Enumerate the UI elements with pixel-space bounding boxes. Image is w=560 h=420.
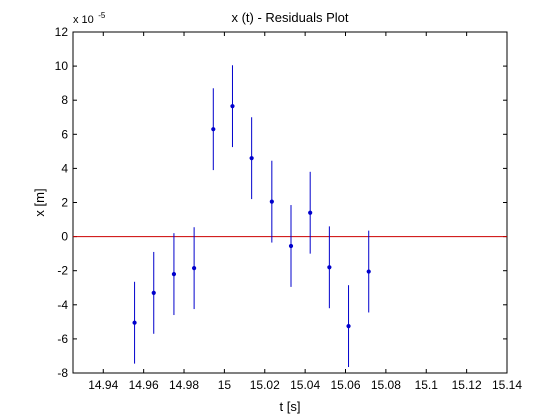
y-axis-ticks: -8 -6 -4 -2 0 2 4 6 8 10 12: [55, 25, 507, 380]
y-tick-label: -4: [57, 298, 68, 312]
x-tick-label: 14.94: [88, 378, 118, 392]
x-tick-label: 15: [218, 378, 232, 392]
chart-title: x (t) - Residuals Plot: [231, 10, 348, 25]
y-tick-label: -6: [57, 332, 68, 346]
data-point: [249, 156, 254, 161]
x-tick-label: 15.04: [290, 378, 320, 392]
plot-area-box: [72, 31, 508, 374]
x-axis-label: t [s]: [280, 399, 301, 414]
y-axis-label: x [m]: [32, 188, 47, 216]
data-point: [211, 127, 216, 132]
data-point: [269, 199, 274, 204]
x-tick-label: 15.08: [371, 378, 401, 392]
data-point: [366, 269, 371, 274]
x-tick-label: 15.14: [492, 378, 522, 392]
data-point: [171, 272, 177, 277]
y-tick-label: 10: [55, 59, 69, 73]
data-point: [288, 243, 294, 249]
data-point: [230, 104, 235, 109]
x-tick-label: 15.1: [415, 378, 439, 392]
axes-frame: [72, 31, 508, 374]
y-tick-label: 6: [61, 127, 68, 141]
x-tick-label: 14.98: [169, 378, 199, 392]
x-tick-label: 15.06: [330, 378, 360, 392]
x-axis-ticks: 14.94 14.96 14.98 15 15.02 15.04 15.06 15.08 15.…: [88, 32, 522, 392]
x-tick-label: 15.02: [250, 378, 280, 392]
data-point: [151, 290, 156, 295]
data-point: [192, 266, 197, 271]
x-tick-label: 15.12: [452, 378, 482, 392]
y-tick-label: 8: [61, 93, 68, 107]
data-point: [132, 320, 137, 325]
y-tick-label: -8: [57, 366, 68, 380]
y-exponent-power: -5: [98, 11, 106, 20]
y-exponent-base: x 10: [73, 14, 94, 26]
y-tick-label: 2: [61, 196, 68, 210]
y-tick-label: -2: [57, 264, 68, 278]
data-point: [346, 324, 351, 329]
data-series: [132, 65, 371, 368]
y-tick-label: 4: [61, 161, 68, 175]
y-tick-label: 0: [61, 230, 68, 244]
data-point: [308, 210, 313, 215]
x-tick-label: 14.96: [129, 378, 159, 392]
data-point: [327, 265, 332, 270]
y-axis-exponent-label: x 10 -5: [73, 10, 106, 27]
y-tick-label: 12: [55, 25, 69, 39]
